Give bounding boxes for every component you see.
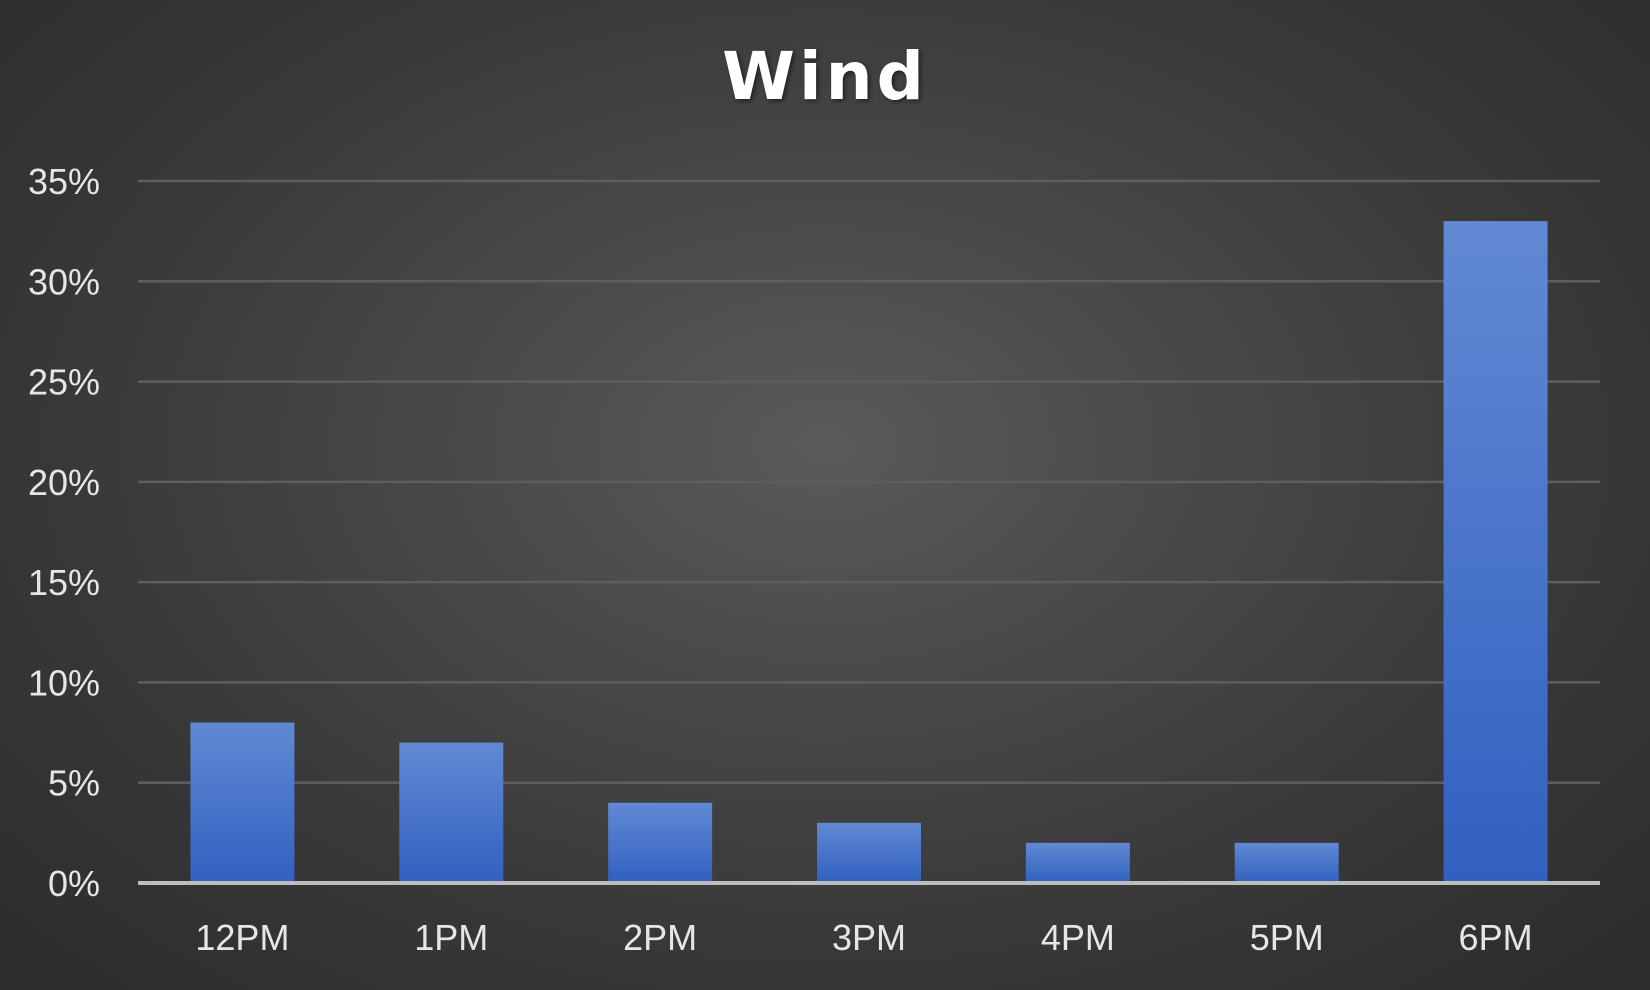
chart-title: Wind [722, 38, 928, 115]
bar-3pm [817, 822, 921, 883]
x-tick-label: 2PM [623, 917, 697, 958]
y-tick-label: 35% [28, 161, 100, 202]
y-tick-label: 25% [28, 362, 100, 403]
x-tick-label: 12PM [195, 917, 289, 958]
y-tick-label: 10% [28, 662, 100, 703]
gridlines [138, 179, 1600, 784]
x-tick-label: 6PM [1459, 917, 1533, 958]
bar-4pm [1025, 842, 1130, 883]
y-tick-label: 0% [48, 863, 100, 904]
x-tick-label: 4PM [1041, 917, 1115, 958]
y-tick-label: 30% [28, 261, 100, 302]
bar-5pm [1234, 842, 1339, 883]
bar-12pm [190, 722, 295, 883]
bar-1pm [399, 742, 504, 883]
y-axis-tick-labels: 0% 5% 10% 15% 20% 25% 30% 35% [28, 161, 100, 904]
y-tick-label: 5% [48, 763, 100, 804]
x-axis-tick-labels: 12PM 1PM 2PM 3PM 4PM 5PM 6PM [195, 917, 1532, 958]
y-tick-label: 20% [28, 462, 100, 503]
bar-2pm [608, 802, 713, 883]
x-tick-label: 1PM [414, 917, 488, 958]
y-tick-label: 15% [28, 562, 100, 603]
bars [190, 221, 1548, 884]
bar-6pm [1443, 221, 1548, 884]
x-tick-label: 5PM [1250, 917, 1324, 958]
x-tick-label: 3PM [832, 917, 906, 958]
